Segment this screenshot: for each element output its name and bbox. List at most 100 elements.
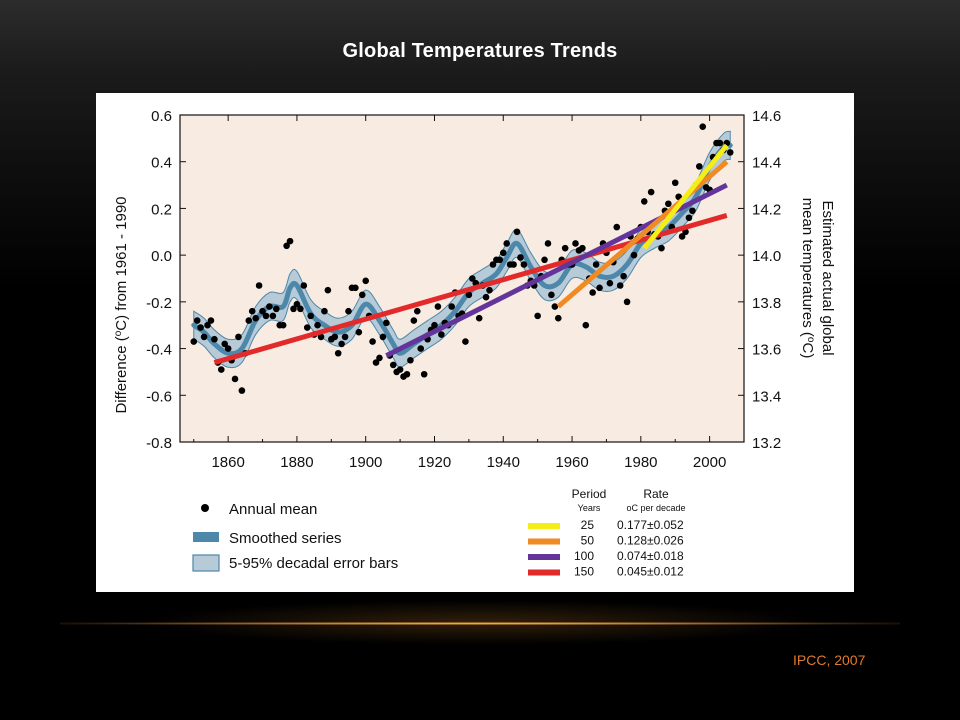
- annual-mean-point: [517, 254, 524, 261]
- annual-mean-point: [362, 277, 370, 285]
- x-tick-label: 1960: [555, 454, 588, 471]
- annual-mean-point: [592, 261, 600, 268]
- annual-mean-point: [321, 307, 328, 315]
- annual-mean-point: [266, 303, 273, 310]
- y-tick-label: 0.6: [151, 108, 172, 125]
- annual-mean-point: [726, 149, 734, 156]
- annual-mean-point: [352, 284, 359, 292]
- plot-background: [180, 115, 744, 442]
- trend-line-50-years: [556, 159, 729, 309]
- y-tick-label: 0.0: [151, 248, 172, 265]
- annual-mean-point: [211, 335, 218, 343]
- annual-mean-point: [482, 293, 490, 301]
- y2-tick-label: 13.4: [752, 388, 781, 405]
- annual-mean-point: [383, 319, 390, 327]
- annual-mean-point: [248, 307, 256, 315]
- annual-mean-point: [190, 338, 198, 345]
- annual-mean-point: [579, 244, 586, 252]
- annual-mean-point: [417, 345, 425, 352]
- y2-tick-label: 13.6: [752, 342, 781, 359]
- y-tick-label: -0.8: [146, 435, 172, 452]
- table-swatch-50: [528, 538, 560, 545]
- annual-mean-point: [678, 233, 686, 240]
- smoothed-series-layer: [191, 142, 733, 357]
- annual-mean-point: [465, 291, 473, 299]
- annual-mean-point: [716, 139, 724, 147]
- legend-error-band: 5-95% decadal error bars: [229, 555, 398, 572]
- table-header-period: Period: [572, 487, 607, 501]
- annual-mean-point: [262, 312, 270, 320]
- table-swatch-100: [528, 554, 560, 560]
- annual-mean-point: [200, 333, 208, 341]
- annual-mean-point: [355, 328, 363, 336]
- annual-mean-point: [606, 279, 614, 287]
- annual-mean-point: [671, 179, 679, 187]
- y-tick-label: 0.2: [151, 201, 172, 218]
- legend: Annual mean Smoothed series 5-95% decada…: [192, 501, 398, 572]
- table-period-25: 25: [581, 518, 595, 532]
- annual-mean-point: [193, 317, 201, 324]
- y-axis-title: Difference (oC) from 1961 - 1990: [113, 196, 130, 413]
- y2-axis-title: Estimated actual globalmean temperatures…: [799, 198, 836, 359]
- x-tick-label: 1900: [349, 454, 382, 471]
- annual-mean-point: [665, 200, 672, 208]
- x-tick-label: 1980: [624, 454, 657, 471]
- annual-mean-point: [589, 289, 596, 296]
- x-tick-label: 1860: [211, 454, 244, 471]
- annual-mean-point: [689, 207, 696, 215]
- trend-line-150-years: [213, 213, 728, 365]
- annual-mean-point: [658, 244, 665, 252]
- y-tick-label: -0.4: [146, 342, 172, 359]
- annual-mean-point: [596, 284, 603, 292]
- annual-mean-point: [613, 223, 621, 231]
- annual-mean-point: [541, 256, 548, 264]
- annual-mean-point: [699, 123, 707, 130]
- annual-mean-point: [317, 333, 325, 341]
- annual-mean-point: [431, 321, 438, 329]
- annual-mean-point: [252, 314, 259, 322]
- y-tick-label: -0.2: [146, 295, 172, 312]
- annual-mean-point: [379, 333, 387, 341]
- temperature-chart: 1860 1880 1900 1920 1940 1960 1980 2000 -0.8-0.…: [113, 108, 836, 579]
- annual-mean-point: [499, 249, 507, 257]
- annual-mean-point: [314, 321, 321, 329]
- annual-mean-point: [231, 375, 239, 383]
- annual-mean-point: [544, 240, 552, 247]
- table-rate-50: 0.128±0.026: [617, 534, 684, 548]
- annual-mean-point: [286, 237, 294, 245]
- annual-mean-point: [413, 307, 421, 315]
- annual-mean-point: [448, 303, 455, 310]
- annual-mean-point: [438, 331, 445, 338]
- annual-mean-point: [561, 244, 569, 252]
- legend-dot-icon: [201, 504, 209, 512]
- x-tick-label: 1880: [280, 454, 313, 471]
- annual-mean-point: [269, 312, 277, 320]
- annual-mean-point: [345, 307, 352, 315]
- annual-mean-point: [235, 333, 242, 341]
- table-rate-25: 0.177±0.052: [617, 518, 684, 532]
- table-header-period-unit: Years: [578, 503, 601, 513]
- annual-mean-point: [486, 286, 493, 294]
- x-tick-label: 2000: [693, 454, 726, 471]
- annual-mean-point: [534, 312, 541, 320]
- annual-mean-point: [369, 338, 376, 345]
- trend-rate-table: Period Years Rate oC per decade 25 0.177±…: [528, 487, 686, 579]
- annual-mean-point: [324, 286, 332, 294]
- table-swatch-150: [528, 569, 560, 576]
- annual-mean-point: [224, 345, 232, 352]
- annual-mean-point: [489, 261, 497, 268]
- y2-axis-ticks: 13.2 13.4 13.6 13.8 14.0 14.2 14.4 14.6: [738, 108, 781, 452]
- annual-mean-point: [407, 356, 414, 364]
- annual-mean-point: [548, 291, 555, 299]
- y-axis-ticks: -0.8 -0.6 -0.4 -0.2 0.0 0.2 0.4 0.6: [146, 108, 186, 452]
- annual-mean-point: [503, 240, 511, 247]
- x-tick-label: 1920: [418, 454, 451, 471]
- annual-mean-point: [475, 314, 483, 322]
- smoothed-series-line: [191, 142, 733, 357]
- table-header-rate: Rate: [643, 487, 669, 501]
- annual-mean-point: [290, 305, 297, 313]
- trend-line-25-years: [642, 143, 729, 250]
- annual-mean-point: [372, 359, 380, 366]
- y2-tick-label: 14.0: [752, 248, 781, 265]
- annual-mean-point: [551, 303, 559, 310]
